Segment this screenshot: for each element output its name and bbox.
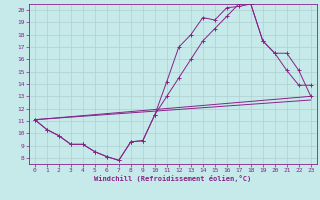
- X-axis label: Windchill (Refroidissement éolien,°C): Windchill (Refroidissement éolien,°C): [94, 175, 252, 182]
